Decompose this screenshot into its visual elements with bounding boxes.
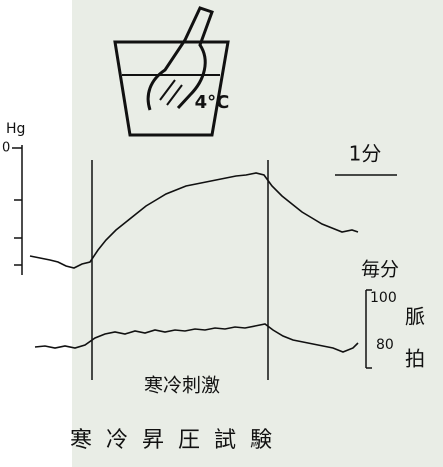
pulse-tick: 80: [376, 337, 394, 353]
paper-shade: [72, 0, 443, 467]
bp-unit: Hg: [6, 121, 25, 137]
stimulus-label: 寒冷刺激: [144, 375, 220, 397]
figure: 4°C Hg 0 1分 毎分 100 80 脈 拍 寒冷刺激 寒冷昇圧試験: [0, 0, 443, 467]
time-scale-label: 1分: [349, 142, 382, 166]
pulse-label: 拍: [405, 347, 425, 371]
pulse-tick: 100: [370, 290, 397, 306]
figure-title: 寒冷昇圧試験: [70, 428, 286, 453]
bp-top-label: 0: [2, 141, 10, 156]
temp-label: 4°C: [195, 92, 230, 113]
pulse-unit: 毎分: [361, 259, 399, 281]
pulse-label: 脈: [405, 305, 425, 329]
